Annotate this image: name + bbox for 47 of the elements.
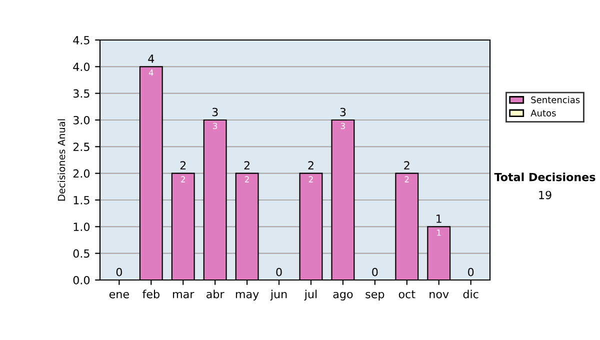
y-tick-label: 0.0 <box>73 276 90 284</box>
total-label: 1 <box>436 214 442 223</box>
y-tick-label: 4.5 <box>73 36 90 44</box>
x-tick-label: mar <box>173 292 194 298</box>
data-label: 2 <box>404 176 409 182</box>
data-label: 4 <box>148 70 154 76</box>
data-label: 2 <box>181 176 185 182</box>
data-label: 2 <box>245 176 249 182</box>
total-label: 0 <box>116 268 122 276</box>
total-label: 2 <box>180 161 186 170</box>
text: Total Decisiones <box>494 172 596 182</box>
data-label: 3 <box>340 122 345 130</box>
y-tick-label: 2.0 <box>73 169 90 178</box>
y-tick-label: 1.0 <box>74 222 90 232</box>
y-tick-label: 0.5 <box>73 249 90 258</box>
y-axis-title: Decisiones Anual <box>58 119 66 201</box>
x-tick-label: dic <box>463 290 478 298</box>
total-label: 0 <box>276 268 282 276</box>
x-tick-label: may <box>236 292 259 300</box>
x-tick-label: ene <box>109 292 129 298</box>
x-tick-label: ago <box>333 292 353 300</box>
y-tick-label: 1.5 <box>74 196 90 204</box>
total-label: 0 <box>468 268 474 276</box>
data-label: 2 <box>308 176 313 182</box>
total-label: 4 <box>148 54 154 63</box>
y-tick-label: 2.5 <box>73 142 90 152</box>
legend-label: Sentencias <box>531 96 580 104</box>
y-tick-label: 4.0 <box>73 62 90 72</box>
data-label: 1 <box>437 230 441 236</box>
x-tick-label: feb <box>142 290 160 298</box>
x-tick-label: abr <box>206 290 224 298</box>
text: 19 <box>539 190 552 200</box>
total-label: 3 <box>340 108 346 116</box>
x-tick-label: jul <box>304 290 317 300</box>
total-label: 2 <box>404 161 410 170</box>
data-label: 3 <box>213 122 218 130</box>
legend-label: Autos <box>530 110 556 116</box>
total-label: 3 <box>212 108 218 116</box>
y-tick-label: 3.0 <box>73 116 90 124</box>
x-tick-label: oct <box>398 290 416 298</box>
total-label: 0 <box>372 268 378 276</box>
total-label: 2 <box>244 161 250 170</box>
y-tick-label: 3.5 <box>73 89 90 98</box>
x-tick-label: sep <box>366 292 384 300</box>
x-tick-label: nov <box>430 292 449 298</box>
x-tick-label: jun <box>270 290 287 300</box>
total-label: 2 <box>308 161 314 170</box>
